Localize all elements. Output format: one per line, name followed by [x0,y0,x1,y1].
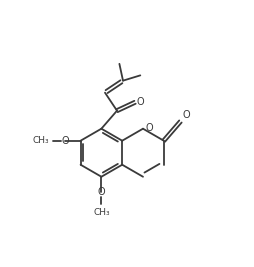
Text: CH₃: CH₃ [93,208,110,217]
Text: O: O [98,187,105,197]
Text: O: O [61,136,69,146]
Text: O: O [137,97,145,107]
Text: O: O [182,110,190,120]
Text: CH₃: CH₃ [33,136,49,145]
Text: O: O [146,123,153,133]
